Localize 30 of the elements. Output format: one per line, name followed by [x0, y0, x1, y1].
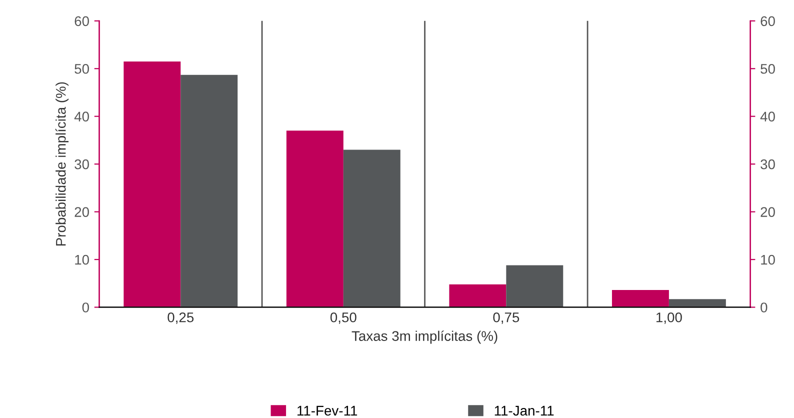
y-tick-label: 10	[75, 254, 89, 265]
y-tick-label: 50	[74, 64, 89, 74]
y2-tick-label: 30	[760, 159, 775, 170]
x-tick-label: 1,00	[656, 312, 682, 324]
y-tick-label: 40	[74, 112, 89, 122]
bar	[180, 74, 238, 308]
y-tick-label: 20	[74, 207, 89, 217]
y-tick-label: 30	[74, 159, 89, 170]
bar	[612, 290, 669, 308]
y2-tick-label: 50	[760, 64, 775, 74]
bar	[286, 130, 344, 308]
bar	[124, 61, 181, 308]
x-axis-title: Taxas 3m implícitas (%)	[352, 330, 498, 344]
x-tick-label: 0,50	[330, 312, 356, 324]
y2-tick-label: 40	[760, 112, 775, 122]
x-tick-label: 0,75	[493, 312, 520, 324]
x-tick-label: 0,25	[168, 312, 194, 324]
y2-tick-label: 0	[760, 302, 768, 312]
bar	[668, 299, 726, 308]
bar	[449, 284, 506, 308]
y-tick-label: 0	[82, 302, 89, 312]
legend-label: 11-Jan-11	[494, 406, 554, 416]
y2-tick-label: 60	[760, 16, 775, 26]
legend-label: 11-Fev-11	[298, 406, 358, 416]
bar	[343, 150, 400, 308]
bar	[506, 265, 564, 308]
y-tick-label: 60	[74, 16, 89, 26]
y-axis-title: Probabilidade implícita (%)	[55, 82, 69, 246]
y2-tick-label: 10	[761, 254, 775, 265]
y2-tick-label: 20	[760, 207, 775, 217]
